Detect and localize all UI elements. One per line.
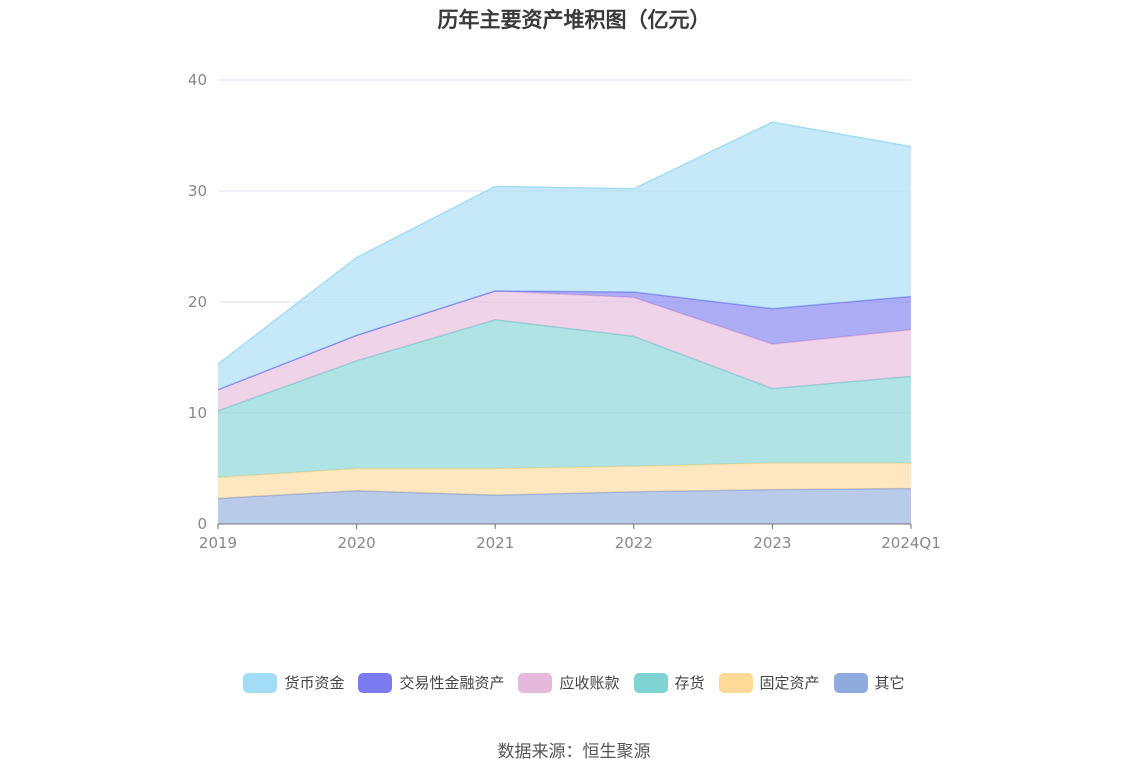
x-tick-label: 2024Q1 xyxy=(881,534,941,552)
legend-label: 应收账款 xyxy=(559,674,620,692)
y-tick-label: 30 xyxy=(188,182,207,200)
legend-label: 其它 xyxy=(874,674,905,692)
y-tick-label: 20 xyxy=(188,293,207,311)
legend-item-trading-assets[interactable]: 交易性金融资产 xyxy=(358,672,504,693)
area-series[interactable] xyxy=(218,319,911,478)
legend-swatch xyxy=(518,672,553,693)
legend-item-receivables[interactable]: 应收账款 xyxy=(518,672,620,693)
legend-swatch xyxy=(718,672,753,693)
legend-label: 固定资产 xyxy=(759,674,820,692)
y-tick-label: 40 xyxy=(188,71,207,89)
legend-item-cash[interactable]: 货币资金 xyxy=(243,672,344,693)
legend-swatch xyxy=(358,672,393,693)
y-tick-label: 10 xyxy=(188,404,207,422)
legend: 货币资金 交易性金融资产 应收账款 存货 固定资产 其它 xyxy=(0,672,1148,693)
x-tick-label: 2023 xyxy=(753,534,791,552)
legend-swatch xyxy=(243,672,278,693)
area-series[interactable] xyxy=(218,122,911,390)
legend-item-fixed-assets[interactable]: 固定资产 xyxy=(718,672,820,693)
legend-item-other[interactable]: 其它 xyxy=(833,672,905,693)
series-line xyxy=(217,121,912,365)
legend-label: 货币资金 xyxy=(284,674,345,692)
legend-label: 交易性金融资产 xyxy=(399,674,505,692)
stacked-area-chart: 0 10 20 30 40 2019 2020 2021 2022 2023 2024Q1 xyxy=(188,71,941,552)
legend-swatch xyxy=(833,672,868,693)
area-series-group xyxy=(217,121,912,524)
axes: 0 10 20 30 40 2019 2020 2021 2022 2023 2024Q1 xyxy=(188,71,941,552)
x-tick-label: 2019 xyxy=(199,534,237,552)
area-series[interactable] xyxy=(218,488,911,524)
legend-item-inventory[interactable]: 存货 xyxy=(633,672,705,693)
x-tick-label: 2022 xyxy=(615,534,653,552)
area-series[interactable] xyxy=(218,290,911,411)
chart-title: 历年主要资产堆积图（亿元） xyxy=(437,8,711,32)
data-source: 数据来源：恒生聚源 xyxy=(497,742,651,762)
x-tick-label: 2021 xyxy=(476,534,514,552)
area-series[interactable] xyxy=(218,290,911,390)
legend-swatch xyxy=(633,672,668,693)
area-series[interactable] xyxy=(218,462,911,499)
x-tick-label: 2020 xyxy=(338,534,376,552)
y-tick-label: 0 xyxy=(197,515,207,533)
legend-label: 存货 xyxy=(674,674,705,692)
